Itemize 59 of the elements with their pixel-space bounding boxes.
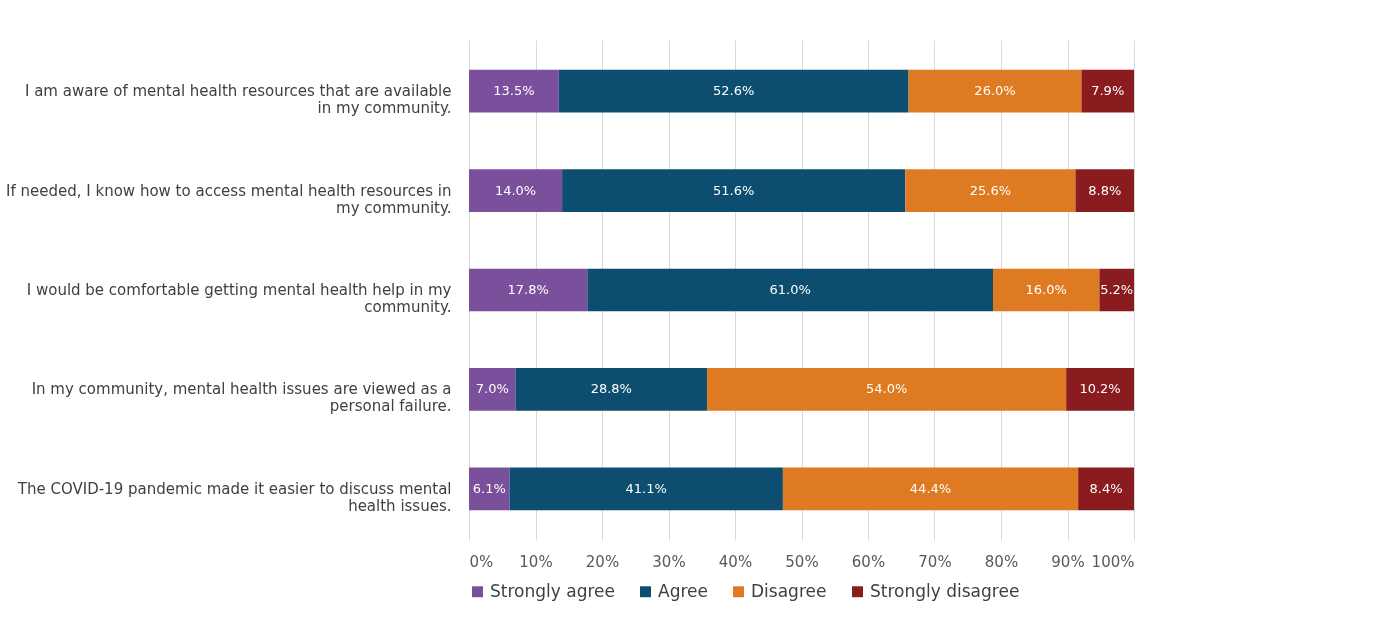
bar [1066, 368, 1134, 411]
x-tick-label: 90% [1051, 552, 1085, 571]
bar [1078, 467, 1134, 511]
bar [558, 69, 909, 113]
x-tick-label: 30% [652, 552, 686, 571]
x-tick-label: 40% [718, 552, 753, 571]
x-tick-label: 100% [1091, 552, 1135, 571]
data-label: 26.0% [974, 83, 1016, 99]
x-tick-label: 50% [785, 552, 819, 571]
bar [469, 467, 510, 511]
x-tick-label: 70% [918, 552, 952, 571]
legend-label: Disagree [751, 580, 827, 601]
bar [469, 169, 563, 212]
data-label: 6.1% [472, 480, 506, 496]
data-label: 41.1% [625, 480, 667, 496]
bar [515, 368, 708, 411]
x-tick-label: 60% [851, 552, 886, 571]
data-label: 44.4% [909, 480, 952, 496]
data-label: 54.0% [865, 381, 908, 397]
bar [509, 467, 783, 511]
data-label: 17.8% [507, 282, 549, 297]
data-label: 61.0% [769, 282, 811, 297]
bar [905, 169, 1076, 212]
x-tick-label: 10% [519, 552, 553, 571]
data-label: 13.5% [493, 83, 535, 99]
y-tick-label: If needed, I know how to access mental health resources in my community. [6, 181, 452, 217]
x-tick-label: 0% [469, 552, 494, 571]
bar [562, 169, 906, 212]
bar [469, 368, 516, 411]
bar [587, 268, 994, 312]
bar [469, 69, 559, 113]
legend-label: Strongly disagree [870, 580, 1020, 601]
x-tick-label: 80% [984, 552, 1019, 571]
bar [1075, 169, 1134, 212]
y-tick-label: I would be comfortable getting mental health help in my community. [26, 281, 452, 316]
legend-label: Agree [658, 580, 708, 601]
bar [469, 268, 588, 312]
data-label: 28.8% [590, 381, 632, 397]
bar [782, 467, 1079, 511]
data-label: 5.2% [1100, 282, 1134, 297]
y-tick-label: I am aware of mental health resources that are available in my community. [24, 82, 452, 118]
data-label: 25.6% [969, 182, 1012, 198]
data-label: 10.2% [1079, 381, 1121, 397]
data-label: 8.8% [1088, 182, 1122, 198]
data-label: 51.6% [713, 182, 755, 198]
bar [707, 368, 1067, 411]
data-label: 8.4% [1089, 480, 1123, 496]
data-label: 14.0% [494, 182, 537, 198]
y-tick-label: The COVID-19 pandemic made it easier to discuss mental health issues. [16, 479, 452, 515]
data-label: 7.9% [1091, 83, 1125, 99]
bar [1081, 69, 1134, 113]
data-label: 7.0% [475, 381, 509, 397]
data-label: 52.6% [713, 83, 755, 99]
legend-label: Strongly agree [490, 580, 615, 601]
bar [993, 268, 1100, 312]
y-tick-label: In my community, mental health issues are viewed as a personal failure. [31, 380, 452, 416]
x-tick-label: 20% [585, 552, 620, 571]
bar [908, 69, 1082, 113]
data-label: 16.0% [1025, 282, 1067, 297]
